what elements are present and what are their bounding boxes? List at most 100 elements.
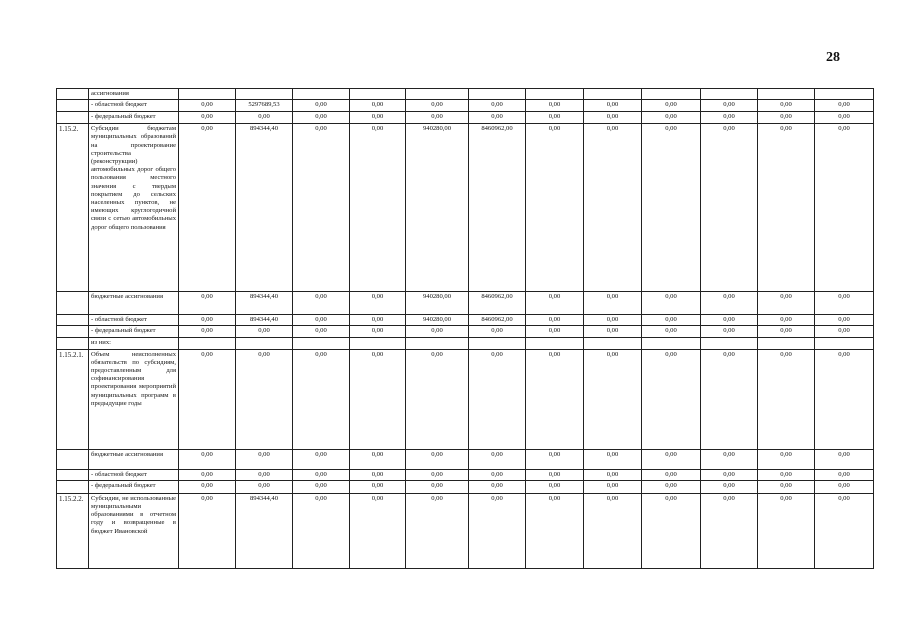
value-cell: 0,00: [583, 99, 642, 113]
value-cell: 0,00: [349, 314, 406, 327]
row-description: - областной бюджет: [88, 314, 179, 327]
value-cell: [468, 337, 526, 350]
value-cell: [700, 337, 758, 350]
value-cell: 0,00: [700, 448, 758, 470]
value-cell: 0,00: [583, 123, 642, 293]
value-cell: 894344,40: [235, 314, 293, 327]
value-cell: 0,00: [525, 348, 584, 450]
row-code: [56, 468, 89, 481]
value-cell: 0,00: [757, 111, 815, 125]
table-row: - областной бюджет 0,00 894344,40 0,00 0,00 9…: [56, 314, 874, 327]
value-cell: 0,00: [178, 291, 236, 316]
row-code: 1.15.2.1.: [56, 348, 89, 450]
value-cell: 0,00: [178, 479, 236, 494]
value-cell: 0,00: [405, 325, 469, 339]
value-cell: 0,00: [583, 492, 642, 569]
value-cell: 0,00: [178, 348, 236, 450]
value-cell: [468, 87, 526, 101]
value-cell: 0,00: [405, 479, 469, 494]
value-cell: [405, 337, 469, 350]
row-code: [56, 291, 89, 316]
value-cell: [178, 337, 236, 350]
value-cell: 0,00: [525, 448, 584, 470]
value-cell: 0,00: [235, 325, 293, 339]
value-cell: 0,00: [700, 479, 758, 494]
row-code: [56, 448, 89, 470]
value-cell: 0,00: [349, 348, 406, 450]
value-cell: 0,00: [641, 99, 701, 113]
value-cell: 0,00: [468, 111, 526, 125]
value-cell: 0,00: [757, 468, 815, 481]
value-cell: 0,00: [405, 348, 469, 450]
table-row: ассигнования: [56, 87, 874, 101]
value-cell: 0,00: [814, 314, 874, 327]
row-description: бюджетные ассигнования: [88, 291, 179, 316]
value-cell: 0,00: [583, 291, 642, 316]
value-cell: 0,00: [814, 291, 874, 316]
value-cell: 0,00: [178, 314, 236, 327]
value-cell: 0,00: [349, 123, 406, 293]
value-cell: 0,00: [583, 111, 642, 125]
row-code: [56, 325, 89, 339]
value-cell: 0,00: [292, 314, 350, 327]
value-cell: [641, 337, 701, 350]
value-cell: 0,00: [641, 492, 701, 569]
value-cell: [757, 337, 815, 350]
value-cell: [583, 87, 642, 101]
value-cell: 0,00: [757, 479, 815, 494]
row-code: [56, 111, 89, 125]
value-cell: 894344,40: [235, 492, 293, 569]
value-cell: 0,00: [700, 468, 758, 481]
value-cell: 0,00: [583, 479, 642, 494]
value-cell: 0,00: [814, 325, 874, 339]
row-description: Субсидии бюджетам муниципальных образова…: [88, 123, 179, 293]
value-cell: 0,00: [349, 99, 406, 113]
value-cell: [525, 337, 584, 350]
value-cell: 0,00: [583, 348, 642, 450]
value-cell: 0,00: [292, 111, 350, 125]
value-cell: 0,00: [468, 348, 526, 450]
value-cell: [641, 87, 701, 101]
value-cell: [405, 87, 469, 101]
table-row: - областной бюджет 0,00 0,00 0,00 0,00 0,00 0,…: [56, 468, 874, 481]
table-row: 1.15.2.2. Субсидии, не использованные мун…: [56, 492, 874, 569]
value-cell: 8460962,00: [468, 291, 526, 316]
value-cell: 0,00: [525, 99, 584, 113]
row-description: - федеральный бюджет: [88, 479, 179, 494]
value-cell: [583, 337, 642, 350]
value-cell: 0,00: [405, 99, 469, 113]
row-description: - федеральный бюджет: [88, 111, 179, 125]
value-cell: 0,00: [757, 314, 815, 327]
row-code: [56, 314, 89, 327]
row-description: - областной бюджет: [88, 99, 179, 113]
value-cell: 0,00: [525, 314, 584, 327]
value-cell: [292, 87, 350, 101]
value-cell: 0,00: [525, 291, 584, 316]
value-cell: 0,00: [292, 123, 350, 293]
value-cell: 0,00: [641, 479, 701, 494]
row-description: - федеральный бюджет: [88, 325, 179, 339]
value-cell: 0,00: [178, 448, 236, 470]
value-cell: 0,00: [641, 448, 701, 470]
page-number: 28: [826, 50, 840, 65]
value-cell: 0,00: [814, 468, 874, 481]
value-cell: 0,00: [525, 325, 584, 339]
value-cell: 0,00: [349, 492, 406, 569]
value-cell: 0,00: [468, 492, 526, 569]
value-cell: 0,00: [235, 468, 293, 481]
value-cell: 0,00: [700, 291, 758, 316]
row-description: ассигнования: [88, 87, 179, 101]
value-cell: 0,00: [641, 348, 701, 450]
table-row: 1.15.2. Субсидии бюджетам муниципальных о…: [56, 123, 874, 293]
value-cell: 0,00: [468, 325, 526, 339]
value-cell: 0,00: [405, 468, 469, 481]
row-code: [56, 479, 89, 494]
row-description: Объем неисполненных обязательств по субс…: [88, 348, 179, 450]
value-cell: 0,00: [814, 99, 874, 113]
value-cell: 0,00: [814, 448, 874, 470]
value-cell: [235, 87, 293, 101]
value-cell: 0,00: [525, 479, 584, 494]
value-cell: 0,00: [583, 468, 642, 481]
value-cell: [814, 337, 874, 350]
value-cell: 0,00: [178, 468, 236, 481]
